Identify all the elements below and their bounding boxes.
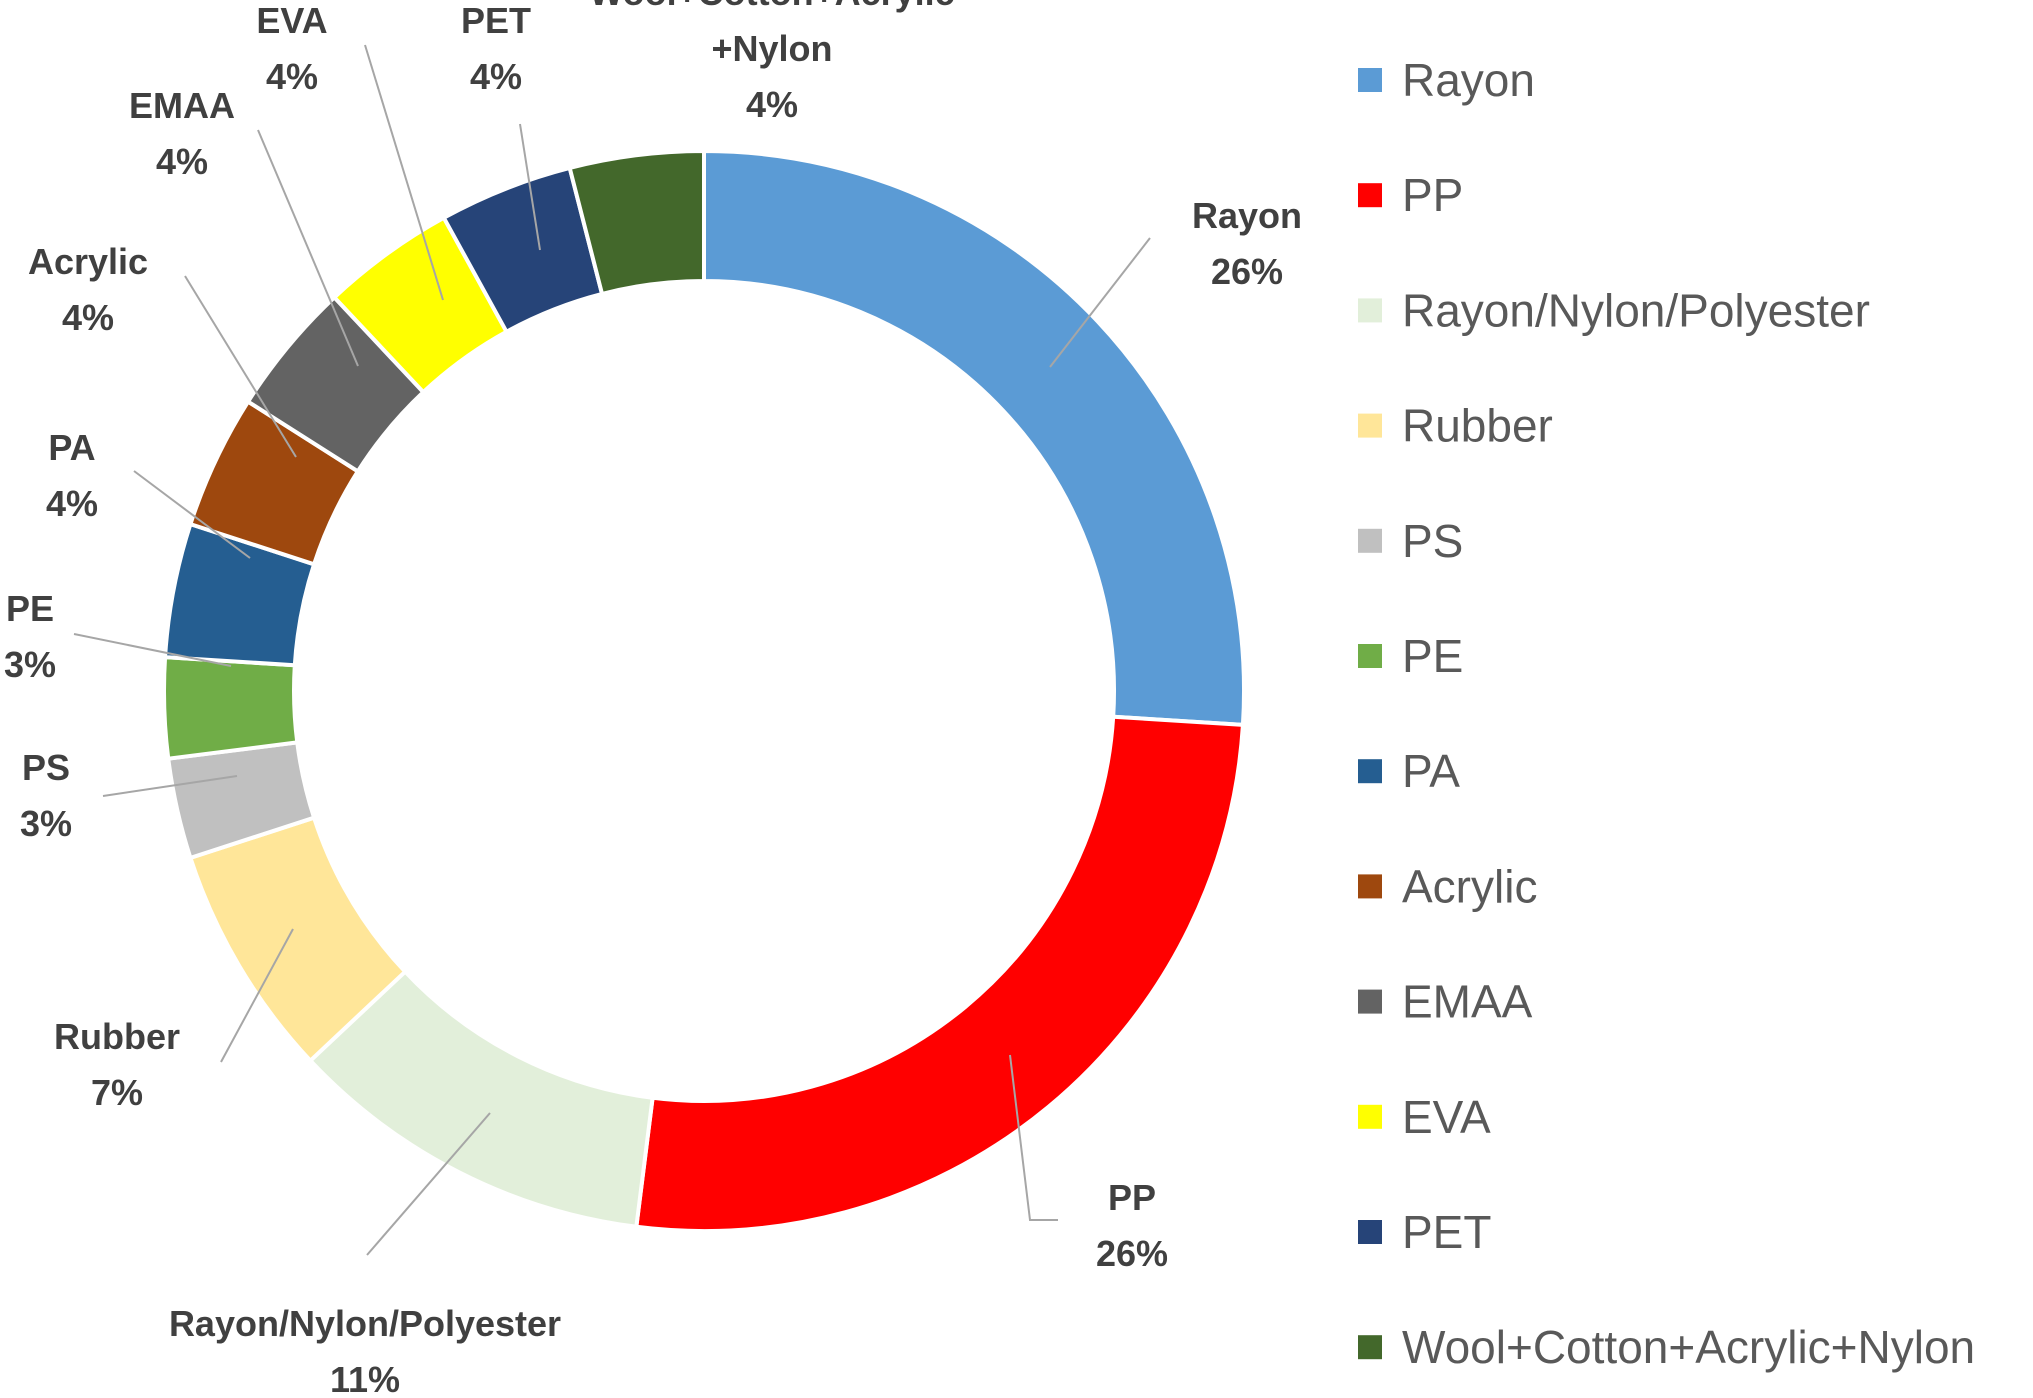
legend-label: PP <box>1402 169 1463 221</box>
legend-label: Acrylic <box>1402 860 1537 912</box>
leader-lines <box>73 44 1151 1256</box>
leader-line-rubber <box>220 928 294 1063</box>
legend-swatch <box>1358 759 1382 784</box>
legend-item-pp: PP <box>1358 169 1463 221</box>
legend-item-rayon-nylon-polyester: Rayon/Nylon/Polyester <box>1358 284 1870 336</box>
data-label-pp: PP 26% <box>1096 1177 1168 1274</box>
leader-line-acrylic <box>184 275 297 458</box>
data-label-pe: PE 3% <box>4 588 56 685</box>
leader-line-emaa <box>257 129 359 367</box>
legend-swatch <box>1358 1220 1382 1244</box>
legend-swatch <box>1358 413 1382 438</box>
legend-swatch <box>1358 183 1382 208</box>
legend-label: PET <box>1402 1206 1491 1258</box>
legend-item-eva: EVA <box>1358 1091 1491 1143</box>
legend-label: EVA <box>1402 1091 1491 1143</box>
legend-item-pa: PA <box>1358 745 1460 797</box>
leader-line-pp <box>1009 1054 1058 1221</box>
legend-item-pet: PET <box>1358 1206 1491 1258</box>
data-label-acrylic: Acrylic 4% <box>28 241 148 338</box>
leader-line-pet <box>519 123 541 251</box>
legend-item-ps: PS <box>1358 515 1463 567</box>
legend-swatch <box>1358 528 1382 553</box>
leader-line-rayon <box>1049 237 1151 368</box>
legend-swatch <box>1358 298 1382 323</box>
data-label-rayon-nylon-polyester: Rayon/Nylon/Polyester 11% <box>169 1303 561 1398</box>
legend-label: PS <box>1402 515 1463 567</box>
slice-wool-cotton-acrylic-nylon <box>567 148 706 297</box>
legend-label: Rayon/Nylon/Polyester <box>1402 284 1870 336</box>
data-label-pet: PET 4% <box>461 0 531 97</box>
legend-label: PA <box>1402 745 1460 797</box>
legend-swatch <box>1358 874 1382 899</box>
legend-item-wool-cotton-acrylic-nylon: Wool+Cotton+Acrylic+Nylon <box>1358 1321 1975 1373</box>
slice-pe <box>162 654 300 761</box>
legend-item-pe: PE <box>1358 630 1463 682</box>
leader-line-pe <box>73 633 232 667</box>
data-label-pa: PA 4% <box>46 427 98 524</box>
legend-label: EMAA <box>1402 976 1533 1028</box>
leader-line-ps <box>102 775 238 797</box>
legend-swatch <box>1358 989 1382 1014</box>
legend-label: PE <box>1402 630 1463 682</box>
legend-item-rubber: Rubber <box>1358 400 1553 452</box>
legend-swatch <box>1358 1335 1382 1360</box>
legend-label: Rayon <box>1402 54 1535 106</box>
legend-swatch <box>1358 68 1382 92</box>
leader-line-pa <box>133 470 251 559</box>
leader-line-eva <box>364 44 444 301</box>
slice-pp <box>634 714 1246 1233</box>
legend-label: Rubber <box>1402 400 1553 452</box>
legend-item-rayon: Rayon <box>1358 54 1535 106</box>
legend-swatch <box>1358 644 1382 668</box>
slice-labels: Rayon 26% PP 26% Rayon/Nylon/Polyester 11% Rub… <box>4 0 1302 1398</box>
data-label-rayon: Rayon 26% <box>1192 195 1302 292</box>
legend-item-acrylic: Acrylic <box>1358 860 1537 912</box>
slice-rayon <box>702 148 1246 728</box>
legend: Rayon PP Rayon/Nylon/Polyester Rubber PS PE PA… <box>1358 54 1975 1373</box>
legend-swatch <box>1358 1104 1382 1129</box>
data-label-emaa: EMAA 4% <box>129 85 235 182</box>
doughnut-slices <box>162 148 1246 1233</box>
legend-item-emaa: EMAA <box>1358 976 1533 1028</box>
leader-line-rayon-nylon-polyester <box>366 1112 491 1256</box>
data-label-rubber: Rubber 7% <box>54 1016 180 1113</box>
legend-label: Wool+Cotton+Acrylic+Nylon <box>1402 1321 1975 1373</box>
data-label-ps: PS 3% <box>20 747 72 844</box>
data-label-eva: EVA 4% <box>256 0 327 97</box>
